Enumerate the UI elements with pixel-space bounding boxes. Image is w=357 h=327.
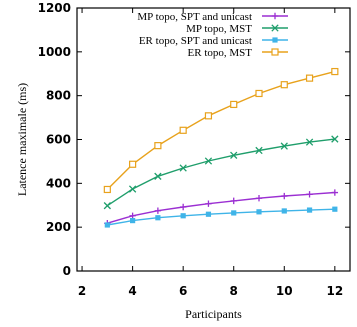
data-point — [305, 138, 314, 146]
data-point — [272, 37, 278, 43]
data-point — [104, 222, 110, 228]
y-tick-label: 800 — [46, 89, 71, 103]
legend-label: ER topo, SPT and unicast — [139, 35, 252, 47]
x-tick-label: 8 — [230, 284, 238, 298]
data-point — [255, 195, 263, 202]
data-point — [179, 126, 187, 134]
data-point — [154, 207, 162, 214]
data-point — [306, 207, 313, 213]
data-point — [256, 209, 262, 215]
data-point — [332, 206, 338, 212]
data-point — [103, 202, 111, 210]
x-tick-label: 6 — [179, 284, 187, 298]
data-point — [306, 191, 313, 198]
legend-entry: MP topo, MST — [186, 23, 288, 35]
legend-label: MP topo, SPT and unicast — [137, 11, 252, 23]
legend-entry: MP topo, SPT and unicast — [137, 11, 288, 23]
legend-label: ER topo, MST — [188, 47, 253, 59]
plot-frame — [76, 7, 351, 272]
y-tick-label: 1000 — [38, 45, 71, 59]
data-point — [179, 164, 187, 172]
y-tick-label: 200 — [46, 220, 71, 234]
legend-entry: ER topo, MST — [188, 47, 288, 59]
data-point — [281, 208, 287, 214]
data-point — [271, 48, 279, 56]
y-axis-title: Latence maximale (ms) — [15, 83, 29, 196]
data-point — [154, 172, 162, 180]
legend-entry: ER topo, SPT and unicast — [139, 35, 288, 47]
x-tick-label: 10 — [276, 284, 293, 298]
data-point — [271, 24, 279, 32]
data-point — [331, 189, 339, 196]
data-point — [204, 157, 213, 165]
data-point — [205, 211, 212, 217]
data-point — [281, 192, 288, 200]
x-axis-title: Participants — [185, 307, 242, 321]
y-tick-label: 1200 — [38, 1, 71, 15]
data-point — [255, 146, 263, 155]
data-point — [205, 200, 212, 207]
data-point — [130, 217, 136, 224]
series-line — [107, 191, 335, 224]
series — [104, 206, 338, 228]
series — [103, 135, 339, 210]
data-point — [280, 81, 288, 89]
series-line — [106, 138, 335, 207]
data-point — [305, 74, 314, 82]
series-line — [107, 208, 335, 226]
data-point — [154, 142, 162, 150]
series-line — [106, 70, 335, 190]
data-point — [331, 135, 339, 143]
data-point — [204, 112, 213, 120]
data-point — [280, 142, 288, 150]
data-point — [129, 160, 137, 168]
y-tick-label: 400 — [46, 176, 71, 190]
series — [103, 67, 339, 194]
data-point — [180, 213, 186, 219]
ticks-layer: 2 4 6 8 10 12 0 200 400 600 800 1000 1200 — [38, 1, 350, 298]
x-tick-label: 2 — [78, 284, 86, 298]
data-point — [230, 197, 237, 205]
data-point — [231, 210, 237, 216]
x-tick-label: 4 — [128, 284, 136, 298]
y-tick-label: 600 — [46, 133, 71, 147]
legend-label: MP topo, MST — [186, 23, 252, 35]
data-point — [128, 185, 137, 193]
data-point — [155, 215, 161, 221]
data-point — [255, 89, 263, 98]
series-layer — [103, 67, 339, 228]
data-point — [331, 67, 339, 76]
data-point — [230, 151, 238, 159]
data-point — [179, 203, 187, 211]
x-tick-label: 12 — [326, 284, 343, 298]
series — [104, 189, 339, 227]
data-point — [271, 12, 279, 20]
data-point — [230, 100, 238, 109]
y-tick-label: 0 — [63, 264, 71, 278]
data-point — [129, 212, 136, 219]
data-point — [103, 185, 111, 194]
